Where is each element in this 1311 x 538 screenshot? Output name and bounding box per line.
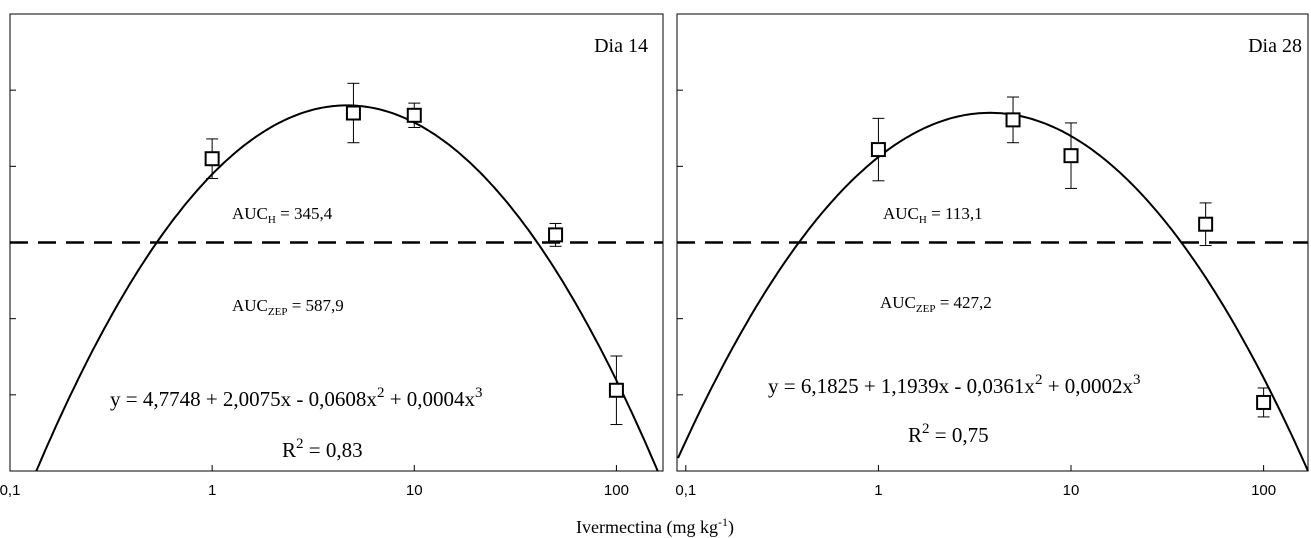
regression-equation: y = 6,1825 + 1,1939x - 0,0361x2 + 0,0002… [768,372,1141,398]
x-tick-label: 1 [208,482,216,499]
data-point-marker [1063,148,1079,164]
data-point-marker [1198,216,1214,232]
x-axis-title: Ivermectina (mg kg-1) [576,515,734,538]
panel-label: Dia 14 [594,35,648,57]
data-points [204,82,624,426]
x-tick-label: 1 [874,482,882,499]
r-squared: R2 = 0,75 [908,421,989,447]
x-tick-label: 0,1 [675,482,696,499]
x-tick-label: 10 [406,482,423,499]
fitted-curve [35,104,659,472]
data-point-marker [548,227,564,243]
data-point-marker [608,382,624,398]
r-squared: R2 = 0,83 [282,436,363,462]
x-tick-label: 100 [1251,482,1276,499]
data-point-marker [204,151,220,167]
data-point-marker [406,107,422,123]
data-point-marker [345,105,361,121]
x-tick-label: 0,1 [0,482,20,499]
x-tick-label: 10 [1063,482,1080,499]
auc-h-annotation: AUCH = 113,1 [883,204,983,226]
chart-panel-dia-28: 0,1 1 10 100 Dia 28 AUCH = 113,1 AUCZEP = 4… [675,13,1309,499]
data-point-marker [1256,394,1272,410]
data-point-marker [870,142,886,158]
chart-panel-dia-14: 0,1 1 10 100 Dia 14 AUCH = 345,4 AUCZEP = 5… [0,13,664,499]
x-axis-ticks: 0,1 1 10 100 [675,465,1276,499]
data-points [870,96,1272,418]
auc-zep-annotation: AUCZEP = 587,9 [232,296,344,318]
regression-equation: y = 4,7748 + 2,0075x - 0,0608x2 + 0,0004… [110,385,483,411]
x-tick-label: 100 [604,482,629,499]
auc-zep-annotation: AUCZEP = 427,2 [880,293,992,315]
auc-h-annotation: AUCH = 345,4 [232,204,333,226]
panel-label: Dia 28 [1248,35,1302,57]
data-point-marker [1005,112,1021,128]
x-axis-ticks: 0,1 1 10 100 [0,465,629,499]
fitted-curve [677,111,1309,472]
